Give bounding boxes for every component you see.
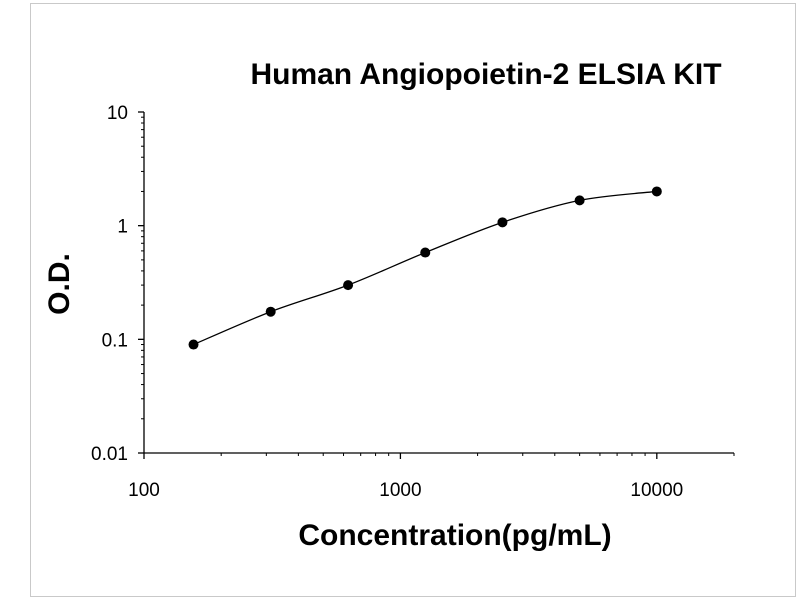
chart-frame: Human Angiopoietin-2 ELSIA KIT 0.01 0.1 1 1… — [30, 3, 796, 597]
data-point — [188, 339, 199, 350]
chart-title: Human Angiopoietin-2 ELSIA KIT — [250, 58, 721, 91]
y-tick-label: 10 — [107, 103, 128, 124]
data-point — [574, 195, 585, 206]
fit-curve-layer — [193, 190, 657, 346]
x-tick-label: 1000 — [379, 480, 421, 501]
y-tick-label: 0.01 — [91, 444, 128, 465]
data-point — [265, 306, 276, 317]
data-point — [651, 186, 662, 197]
data-point — [343, 280, 354, 291]
data-point — [420, 247, 431, 258]
y-tick-label: 0.1 — [102, 330, 128, 351]
fit-curve — [193, 190, 657, 346]
data-point — [497, 217, 508, 228]
x-tick-label: 10000 — [630, 480, 683, 501]
y-axis-title: O.D. — [43, 253, 76, 315]
y-tick-label: 1 — [117, 217, 128, 238]
od-standard-curve-chart: Human Angiopoietin-2 ELSIA KIT 0.01 0.1 1 1… — [43, 58, 735, 552]
x-axis-title: Concentration(pg/mL) — [298, 519, 611, 552]
x-tick-label: 100 — [128, 480, 160, 501]
axes: 0.01 0.1 1 10 100 1000 10000 — [91, 103, 735, 501]
data-points-layer — [188, 186, 662, 350]
